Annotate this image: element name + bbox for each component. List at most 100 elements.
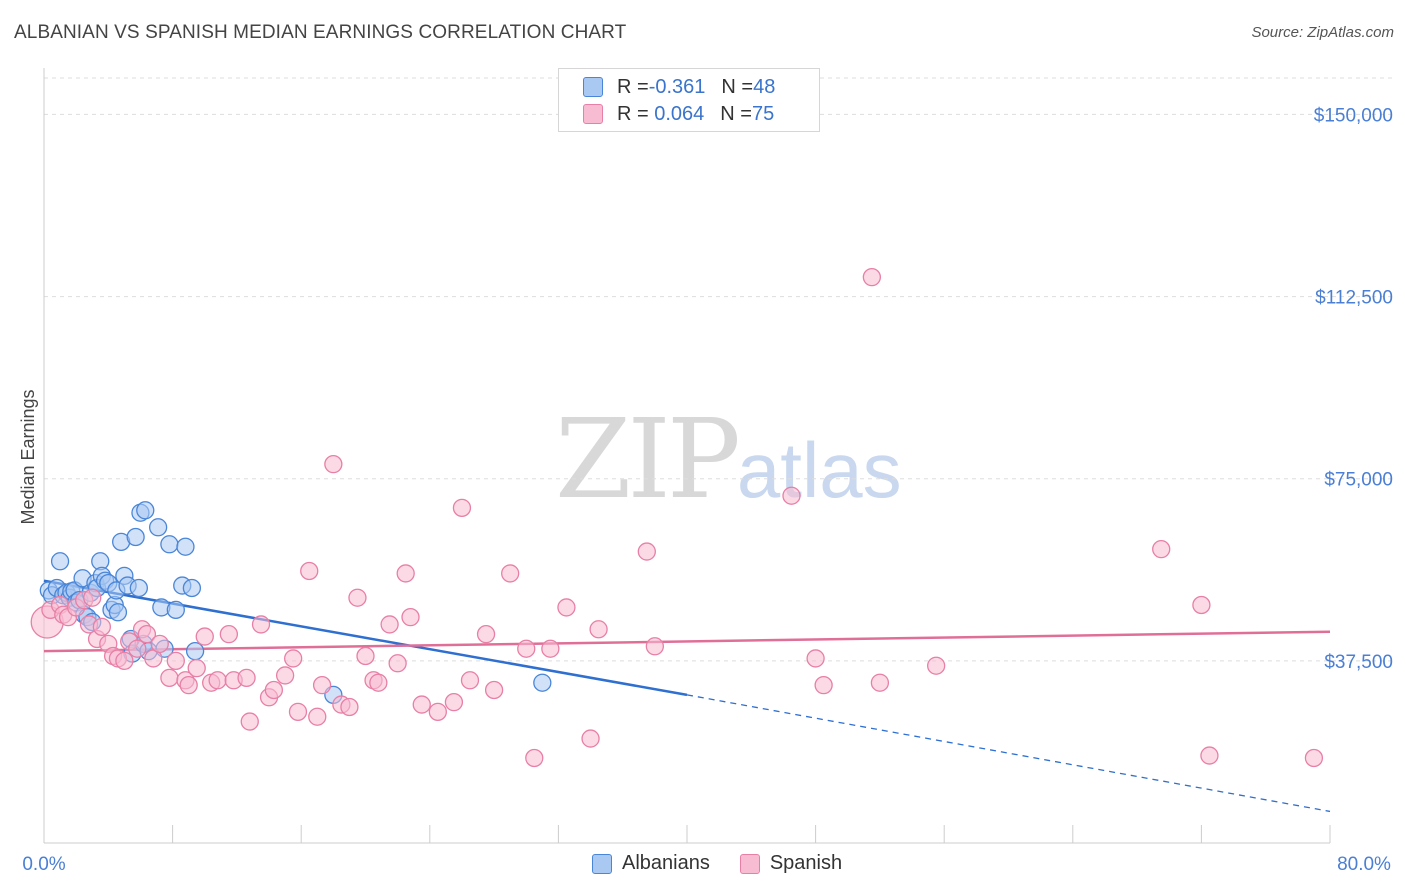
spanish-point-74 [927, 656, 946, 675]
spanish-point-16 [128, 639, 147, 658]
spanish-point-75 [1152, 539, 1171, 559]
spanish-point-78 [1304, 748, 1324, 768]
y-tick-label-2: $112,500 [1315, 288, 1393, 309]
spanish-point-64 [557, 598, 576, 617]
y-tick-label-3: $150,000 [1314, 105, 1393, 126]
x-tick-label-1: 80.0% [1337, 854, 1391, 875]
source-credit: Source: ZipAtlas.com [1251, 24, 1394, 41]
spanish-point-58 [476, 624, 496, 644]
albanian-point-36 [136, 501, 155, 520]
spanish-point-52 [401, 607, 420, 627]
spanish-point-51 [396, 564, 415, 583]
spanish-point-46 [356, 646, 375, 666]
spanish-point-55 [444, 692, 464, 712]
spanish-point-60 [501, 564, 520, 583]
spanish-point-67 [637, 542, 656, 561]
spanish-point-54 [428, 702, 447, 722]
trend-lines [43, 579, 1331, 813]
y-tick-label-0: $37,500 [1324, 652, 1393, 673]
spanish-point-39 [300, 561, 319, 581]
spanish-point-26 [195, 627, 214, 646]
albanian-point-47 [533, 673, 552, 692]
albanian-point-43 [176, 537, 195, 556]
spanish-trend-line [43, 630, 1331, 653]
spanish-legend-label: Spanish [769, 852, 843, 874]
spanish-point-37 [284, 649, 303, 668]
watermark-zip: ZIP [555, 395, 741, 523]
spanish-point-18 [137, 624, 157, 644]
spanish-point-73 [870, 673, 890, 692]
spanish-point-21 [160, 668, 179, 688]
spanish-point-77 [1200, 746, 1219, 765]
spanish-n-label: N = [720, 102, 752, 125]
albanian-point-40 [160, 535, 179, 554]
legend-row-albanians: R = -0.361 N = 48 [583, 75, 775, 99]
spanish-point-49 [380, 615, 399, 634]
spanish-point-76 [1192, 595, 1211, 615]
spanish-point-36 [275, 666, 295, 685]
spanish-point-53 [412, 695, 431, 714]
spanish-point-50 [388, 654, 407, 673]
spanish-n-value: 75 [751, 102, 775, 125]
axes [43, 68, 1331, 844]
spanish-point-45 [348, 588, 367, 607]
albanian-point-31 [126, 527, 145, 547]
albanians-legend-label: Albanians [622, 852, 710, 874]
spanish-point-29 [219, 624, 239, 644]
albanian-point-45 [185, 641, 205, 661]
spanish-point-10 [92, 617, 112, 637]
albanian-trend-extension [686, 694, 1331, 813]
y-axis-title: Median Earnings [18, 389, 38, 524]
spanish-point-33 [251, 615, 271, 634]
spanish-point-20 [150, 634, 169, 654]
spanish-point-48 [369, 673, 388, 692]
series-legend: Albanians Spanish [592, 852, 872, 875]
spanish-point-41 [312, 675, 332, 695]
spanish-point-31 [237, 668, 256, 688]
x-tick-label-0: 0.0% [22, 854, 65, 875]
spanish-point-66 [589, 620, 608, 639]
albanians-r-label: R = [617, 75, 649, 98]
albanian-point-3 [50, 552, 70, 571]
correlation-legend: R = -0.361 N = 48 R = 0.064 N = 75 [558, 68, 820, 132]
spanish-point-22 [166, 651, 185, 671]
legend-item-albanians[interactable]: Albanians [592, 852, 710, 875]
spanish-point-38 [288, 702, 308, 722]
albanian-point-25 [108, 603, 128, 622]
legend-row-spanish: R = 0.064 N = 75 [583, 102, 774, 126]
y-tick-label-1: $75,000 [1324, 470, 1393, 491]
spanish-point-69 [782, 486, 801, 505]
watermark-atlas: atlas [736, 426, 902, 514]
spanish-point-59 [484, 680, 504, 700]
spanish-point-63 [541, 639, 560, 658]
spanish-point-62 [525, 748, 544, 768]
spanish-point-8 [83, 588, 102, 607]
spanish-r-value: 0.064 [648, 102, 705, 125]
spanish-swatch [583, 104, 603, 124]
spanish-point-70 [806, 649, 825, 668]
spanish-point-61 [517, 639, 536, 658]
spanish-point-14 [115, 651, 134, 671]
albanian-point-44 [182, 578, 202, 598]
albanian-point-32 [129, 578, 148, 598]
spanish-point-71 [814, 675, 833, 695]
spanish-legend-swatch [739, 853, 760, 874]
chart-title: ALBANIAN VS SPANISH MEDIAN EARNINGS CORR… [14, 22, 627, 43]
spanish-point-56 [452, 498, 472, 518]
tick-labels: $37,500 $75,000 $112,500 $150,000 0.0% 80.0% [22, 105, 1393, 875]
albanians-n-label: N = [721, 75, 754, 98]
spanish-point-42 [324, 454, 343, 474]
spanish-r-label: R = [617, 102, 649, 125]
watermark: ZIPatlas [555, 395, 902, 523]
albanian-trend-line [43, 579, 688, 697]
legend-item-spanish[interactable]: Spanish [739, 852, 843, 875]
spanish-point-44 [340, 697, 359, 717]
albanians-swatch [583, 77, 603, 97]
albanian-point-41 [166, 600, 185, 620]
spanish-point-35 [264, 680, 284, 700]
spanish-point-40 [308, 707, 327, 726]
data-points [30, 267, 1324, 768]
spanish-point-72 [862, 267, 882, 287]
spanish-point-57 [460, 671, 480, 690]
spanish-point-24 [179, 675, 198, 695]
